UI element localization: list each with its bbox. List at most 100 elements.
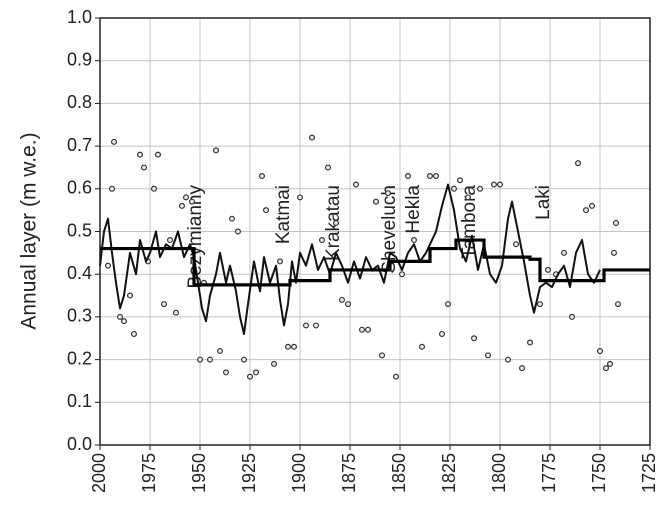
annotation: Hekla <box>403 185 424 234</box>
data-point <box>151 185 158 192</box>
x-tick-label: 1850 <box>389 453 409 493</box>
data-point <box>339 296 346 303</box>
data-point <box>393 373 400 380</box>
annotation: Laki <box>533 185 554 220</box>
data-point <box>385 190 392 197</box>
y-axis-label: Annual layer (m w.e.) <box>18 132 41 329</box>
y-tick-label: 0.7 <box>67 135 92 155</box>
x-tick-label: 2000 <box>89 453 109 493</box>
data-point <box>223 369 230 376</box>
x-tick-label: 1825 <box>439 453 459 493</box>
y-tick-label: 0.2 <box>67 348 92 368</box>
data-point <box>596 348 603 355</box>
x-tick-label: 1775 <box>539 453 559 493</box>
data-point <box>120 318 127 325</box>
y-tick-label: 0.5 <box>67 220 92 240</box>
data-point <box>365 326 372 333</box>
data-point <box>427 172 434 179</box>
y-tick-label: 0.4 <box>67 263 92 283</box>
data-point <box>217 348 224 355</box>
data-point <box>451 185 458 192</box>
data-point <box>614 301 621 308</box>
data-point <box>612 219 619 226</box>
data-point <box>491 181 498 188</box>
data-point <box>116 313 123 320</box>
data-point <box>445 301 452 308</box>
data-point <box>325 164 332 171</box>
data-point <box>457 177 464 184</box>
data-point <box>512 241 519 248</box>
data-point <box>433 172 440 179</box>
data-point <box>197 356 204 363</box>
x-tick-label: 1900 <box>289 453 309 493</box>
data-point <box>110 138 117 145</box>
data-point <box>333 219 340 226</box>
data-point <box>155 151 162 158</box>
y-tick-label: 0.1 <box>67 391 92 411</box>
data-point <box>568 313 575 320</box>
data-point <box>108 185 115 192</box>
data-point <box>574 160 581 167</box>
data-point <box>471 335 478 342</box>
x-tick-label: 1725 <box>639 453 657 493</box>
x-tick-label: 1950 <box>189 453 209 493</box>
data-point <box>536 301 543 308</box>
data-point <box>345 301 352 308</box>
y-tick-label: 0.6 <box>67 178 92 198</box>
step-line <box>100 238 650 287</box>
data-point <box>241 356 248 363</box>
smoothed-line <box>99 183 601 335</box>
x-tick-label: 1750 <box>589 453 609 493</box>
x-tick-label: 1925 <box>239 453 259 493</box>
data-point <box>606 360 613 367</box>
y-tick-label: 0.0 <box>67 434 92 454</box>
y-tick-label: 0.8 <box>67 92 92 112</box>
y-tick-label: 0.3 <box>67 306 92 326</box>
data-point <box>560 249 567 256</box>
data-point <box>526 339 533 346</box>
y-tick-label: 1.0 <box>67 7 92 27</box>
data-point <box>179 202 186 209</box>
data-point <box>137 151 144 158</box>
data-point <box>465 194 472 201</box>
grid <box>99 17 651 446</box>
data-point <box>588 202 595 209</box>
data-point <box>173 309 180 316</box>
data-point <box>359 326 366 333</box>
data-point <box>131 330 138 337</box>
data-point <box>544 266 551 273</box>
data-point <box>405 172 412 179</box>
data-point <box>485 352 492 359</box>
x-tick-label: 1800 <box>489 453 509 493</box>
data-point <box>303 322 310 329</box>
data-point <box>161 301 168 308</box>
data-point <box>253 369 260 376</box>
data-point <box>373 198 380 205</box>
data-point <box>167 237 174 244</box>
data-point <box>477 185 484 192</box>
data-point <box>104 262 111 269</box>
data-point <box>439 330 446 337</box>
annotation: Sheveluch <box>379 185 400 274</box>
data-point <box>277 258 284 265</box>
data-point <box>207 356 214 363</box>
data-point <box>582 207 589 214</box>
data-point <box>126 292 133 299</box>
data-point <box>271 360 278 367</box>
data-point <box>399 271 406 278</box>
data-point <box>505 356 512 363</box>
data-point <box>285 343 292 350</box>
data-point <box>247 373 254 380</box>
data-point <box>610 249 617 256</box>
data-point <box>379 352 386 359</box>
data-point <box>353 181 360 188</box>
x-tick-label: 1875 <box>339 453 359 493</box>
annotation: Bezymianny <box>185 185 206 289</box>
data-point <box>291 343 298 350</box>
data-point <box>183 194 190 201</box>
data-point <box>419 343 426 350</box>
data-point <box>141 164 148 171</box>
y-tick-label: 0.9 <box>67 49 92 69</box>
data-point <box>497 181 504 188</box>
